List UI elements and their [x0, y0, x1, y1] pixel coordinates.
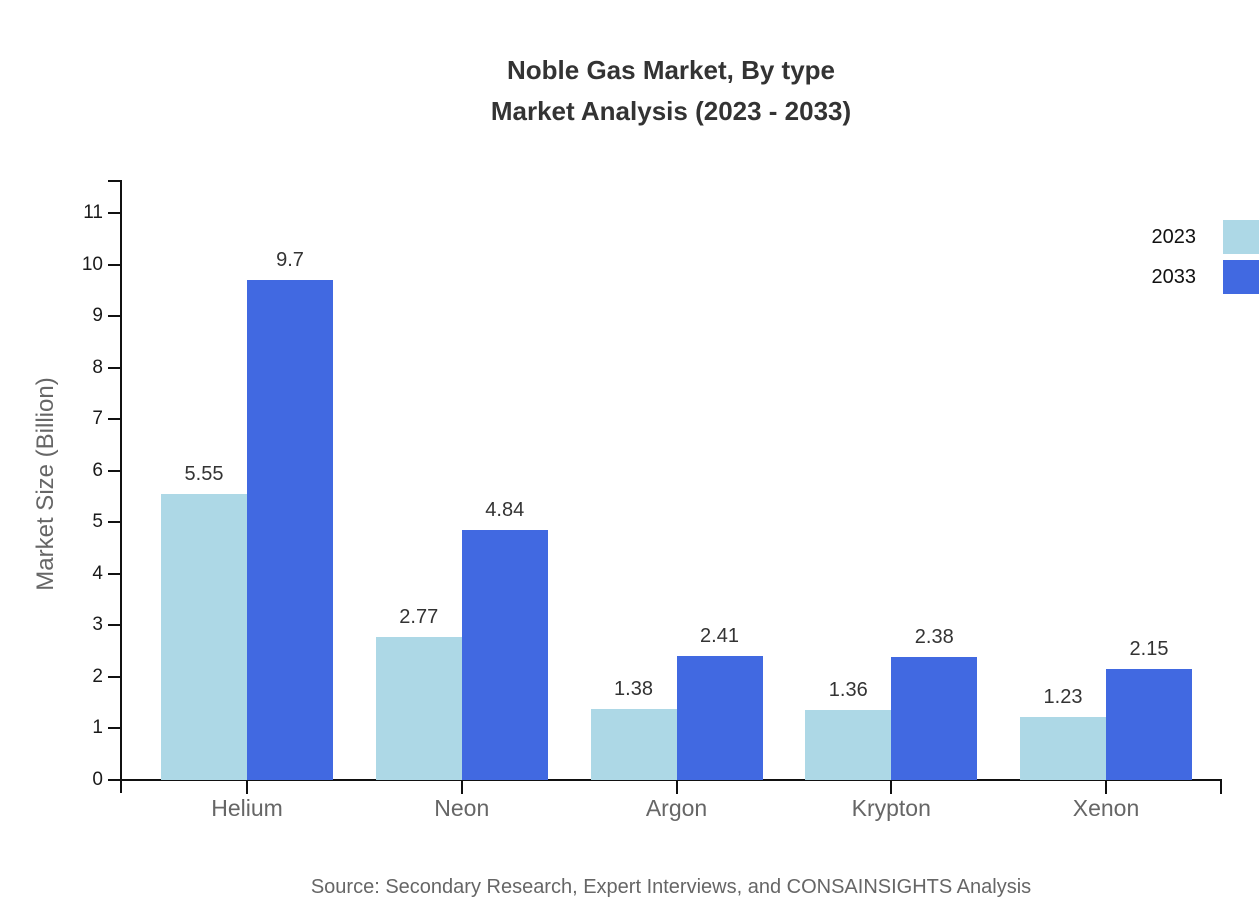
value-label-2033-argon: 2.41 [700, 624, 739, 647]
y-tick-label-0: 0 [92, 769, 103, 790]
y-axis-top-cap [108, 180, 121, 182]
category-label-xenon: Xenon [1072, 795, 1140, 821]
y-tick-label-9: 9 [92, 305, 103, 327]
y-tick-11 [108, 211, 121, 214]
category-label-krypton: Krypton [851, 795, 931, 821]
y-tick-10 [108, 263, 121, 266]
value-label-2033-neon: 4.84 [485, 499, 525, 522]
bar-2033-helium [247, 279, 333, 780]
value-label-2023-neon: 2.77 [399, 606, 439, 629]
bar-2033-argon [676, 655, 763, 780]
bar-2023-neon [375, 637, 462, 780]
x-tick-helium [246, 780, 248, 794]
y-tick-label-7: 7 [92, 408, 103, 430]
x-tick-neon [460, 780, 463, 794]
x-axis-right-cap [1220, 780, 1222, 794]
y-tick-label-10: 10 [81, 253, 103, 275]
y-tick-2 [108, 675, 121, 678]
legend-swatch-2033 [1223, 260, 1259, 294]
category-label-argon: Argon [645, 795, 708, 821]
x-tick-xenon [1105, 780, 1107, 794]
bar-2033-krypton [891, 657, 978, 780]
value-label-2023-helium: 5.55 [184, 462, 224, 485]
value-label-2033-xenon: 2.15 [1129, 638, 1169, 661]
y-tick-label-11: 11 [83, 201, 103, 223]
x-tick-argon [675, 780, 678, 794]
y-tick-label-6: 6 [92, 459, 103, 481]
bar-2023-krypton [805, 709, 892, 780]
legend-label-2023: 2023 [1151, 226, 1197, 248]
y-tick-7 [108, 418, 121, 421]
bar-2023-helium [161, 493, 247, 780]
y-tick-3 [108, 624, 121, 627]
legend-label-2033: 2033 [1151, 266, 1197, 288]
bar-2033-neon [461, 530, 548, 780]
y-axis-line [120, 180, 122, 793]
y-tick-label-4: 4 [92, 562, 103, 584]
y-tick-label-3: 3 [92, 614, 103, 636]
value-label-2033-helium: 9.7 [276, 248, 304, 271]
value-label-2023-krypton: 1.36 [828, 678, 868, 701]
y-tick-5 [108, 521, 121, 524]
chart-title: Noble Gas Market, By type Market Analysi… [121, 50, 1221, 132]
category-label-helium: Helium [211, 795, 283, 821]
y-tick-9 [108, 315, 121, 318]
y-tick-label-5: 5 [92, 511, 103, 533]
y-tick-label-1: 1 [92, 717, 103, 739]
value-label-2023-xenon: 1.23 [1043, 685, 1083, 708]
bar-2023-argon [590, 708, 677, 780]
chart-title-line2: Market Analysis (2023 - 2033) [490, 96, 852, 126]
y-tick-4 [108, 572, 121, 575]
legend-swatch-2023 [1223, 220, 1259, 254]
chart-title-line1: Noble Gas Market, By type [507, 55, 835, 85]
y-tick-6 [108, 469, 121, 472]
y-tick-1 [108, 727, 121, 730]
y-tick-label-2: 2 [92, 665, 103, 687]
source-note: Source: Secondary Research, Expert Inter… [310, 876, 1032, 898]
y-tick-8 [108, 366, 121, 369]
bar-2023-xenon [1020, 716, 1106, 780]
value-label-2033-krypton: 2.38 [914, 626, 954, 649]
bar-2033-xenon [1106, 669, 1192, 780]
category-label-neon: Neon [434, 795, 490, 821]
y-tick-label-8: 8 [92, 356, 103, 378]
y-tick-0 [108, 779, 121, 781]
value-label-2023-argon: 1.38 [614, 677, 653, 700]
x-tick-krypton [890, 780, 893, 794]
x-axis-line [108, 779, 1222, 781]
